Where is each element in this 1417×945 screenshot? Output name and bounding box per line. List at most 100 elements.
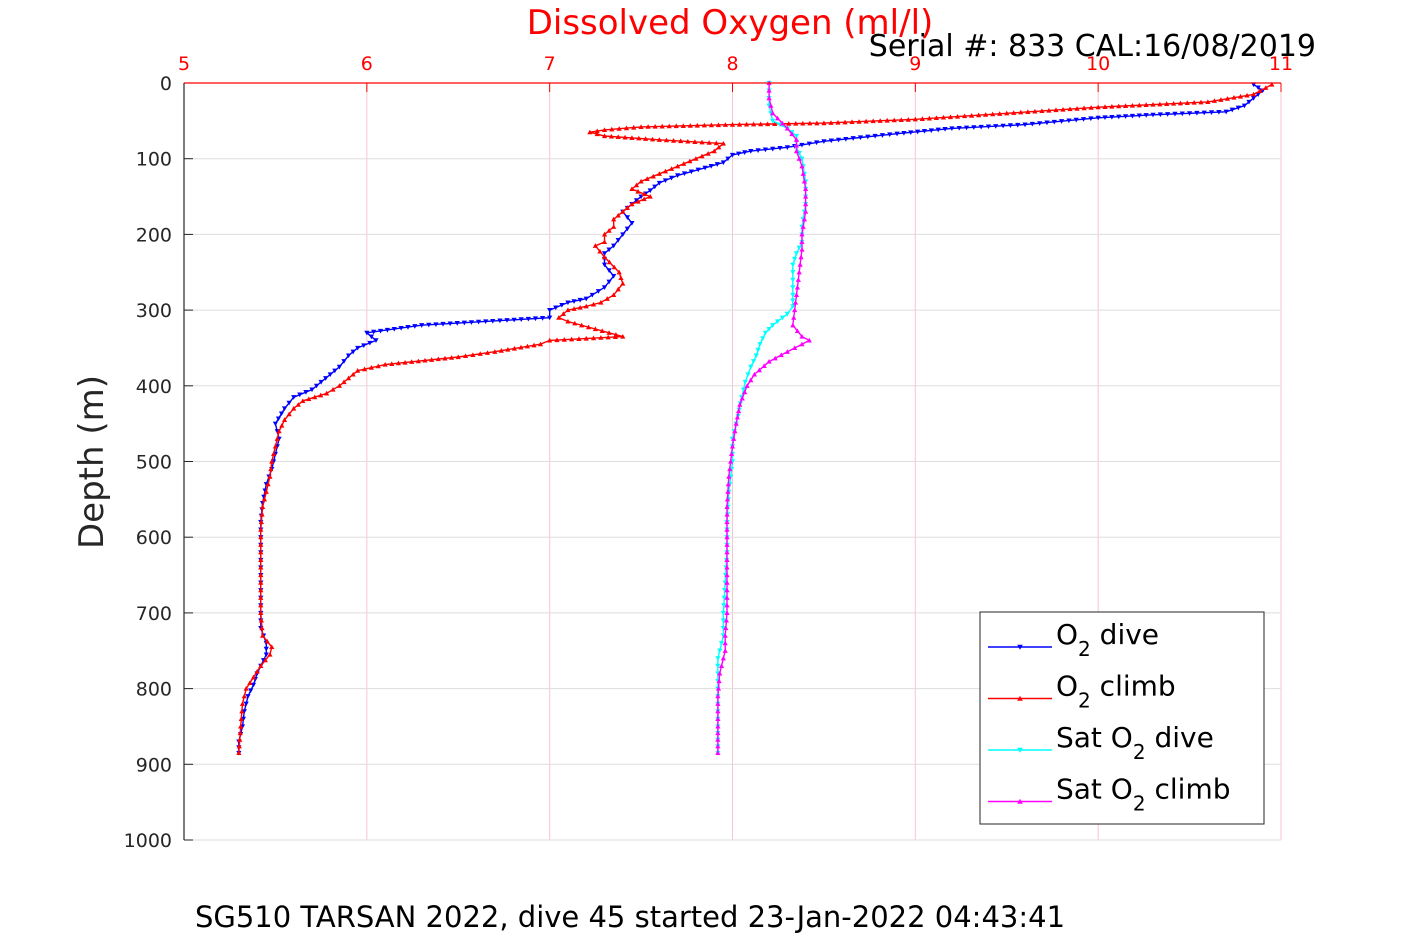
data-point <box>1231 94 1237 100</box>
data-point <box>708 122 715 128</box>
data-point <box>1022 122 1028 128</box>
data-point <box>263 652 269 658</box>
data-point <box>332 368 338 374</box>
data-point <box>622 134 628 140</box>
data-point <box>724 496 731 502</box>
data-point <box>537 341 544 347</box>
data-point <box>429 357 435 362</box>
data-point <box>1244 92 1250 98</box>
data-point <box>576 336 582 341</box>
data-point <box>954 113 961 119</box>
data-point <box>807 120 813 126</box>
data-point <box>758 121 764 127</box>
data-point <box>723 617 730 623</box>
data-point <box>722 648 728 653</box>
data-point <box>699 139 705 145</box>
data-point <box>720 655 726 661</box>
data-point <box>794 328 801 333</box>
data-point <box>327 372 333 378</box>
data-point <box>770 118 776 124</box>
data-point <box>598 299 604 305</box>
data-point <box>728 451 735 457</box>
data-point <box>790 277 796 283</box>
data-point <box>355 368 361 373</box>
data-point <box>798 254 804 260</box>
data-point <box>1255 92 1261 97</box>
data-point <box>324 390 330 396</box>
data-point <box>609 126 615 132</box>
data-point <box>935 127 941 133</box>
data-point <box>1018 109 1024 115</box>
data-point <box>241 693 247 699</box>
data-point <box>919 116 925 121</box>
data-point <box>675 173 681 178</box>
data-point <box>258 580 264 585</box>
data-point <box>571 306 577 311</box>
data-point <box>592 243 598 248</box>
data-point <box>1074 106 1080 111</box>
data-point <box>870 118 876 124</box>
data-point <box>1143 113 1149 118</box>
data-point <box>784 125 790 131</box>
data-point <box>604 296 610 301</box>
data-point <box>687 158 693 164</box>
data-point <box>742 379 748 385</box>
data-point <box>729 152 736 158</box>
data-point <box>585 324 592 330</box>
data-point <box>777 146 783 151</box>
data-point <box>638 178 644 184</box>
data-point <box>259 625 265 631</box>
data-point <box>624 215 630 220</box>
data-point <box>606 330 612 335</box>
data-point <box>594 131 600 137</box>
data-point <box>891 117 897 123</box>
data-point <box>724 580 730 585</box>
data-point <box>241 709 247 714</box>
data-point <box>497 318 503 324</box>
data-point <box>724 564 730 570</box>
data-point <box>470 352 476 357</box>
data-point <box>735 151 742 157</box>
data-point <box>668 166 675 171</box>
data-point <box>355 345 361 351</box>
data-point <box>258 572 264 578</box>
data-point <box>440 321 446 327</box>
data-point <box>1211 98 1217 103</box>
data-point <box>1053 107 1059 113</box>
data-point <box>737 402 743 407</box>
data-point <box>715 750 721 756</box>
data-point <box>735 408 742 414</box>
data-point <box>1223 109 1229 115</box>
legend-marker <box>1017 644 1023 650</box>
legend-marker <box>1017 695 1023 701</box>
tick-labels: 5 6 7 8 9 10 11 0 100 200 300 400 500 600 700 800 900 100… <box>124 53 1293 852</box>
data-point <box>662 178 669 184</box>
data-point <box>616 269 622 275</box>
data-point <box>624 205 630 210</box>
data-point <box>800 171 806 176</box>
data-point <box>794 284 801 290</box>
data-point <box>615 237 621 243</box>
data-point <box>605 334 611 340</box>
data-point <box>949 126 955 132</box>
data-point <box>1164 101 1170 106</box>
data-point <box>720 160 726 166</box>
data-point <box>803 209 809 214</box>
data-point <box>641 191 647 197</box>
data-point <box>766 87 772 93</box>
data-point <box>956 125 962 131</box>
data-point <box>475 319 482 325</box>
data-point <box>799 156 805 162</box>
data-point <box>592 326 598 332</box>
data-point <box>269 644 275 650</box>
data-point <box>1116 103 1122 109</box>
data-point <box>505 346 511 352</box>
x-tick-label: 10 <box>1086 53 1110 75</box>
data-point <box>518 344 524 350</box>
x-tick-label: 11 <box>1269 53 1293 75</box>
data-point <box>1250 91 1257 97</box>
data-point <box>1136 102 1142 108</box>
data-point <box>724 504 730 509</box>
data-point <box>1039 108 1045 114</box>
